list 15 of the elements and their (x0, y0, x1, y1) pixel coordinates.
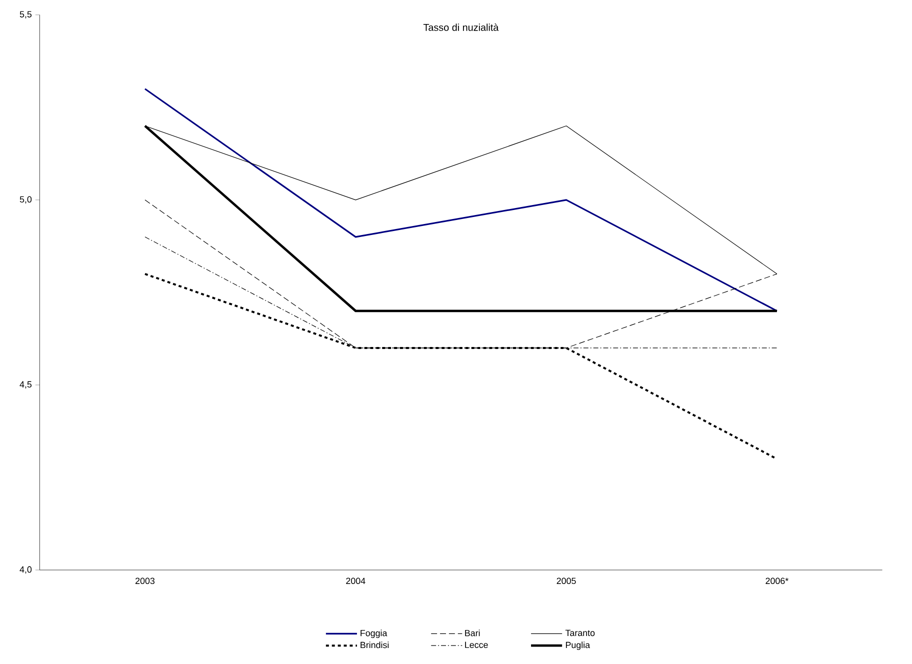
text: Tasso di nuzialità (423, 23, 499, 31)
legend-label: Lecce (465, 642, 488, 648)
legend-label: Bari (465, 630, 480, 636)
y-tick-label: 5,0 (20, 196, 32, 204)
y-tick-label: 4,5 (20, 381, 32, 389)
legend-label: Puglia (566, 642, 590, 650)
legend-label: Brindisi (360, 642, 389, 648)
x-tick-label: 2005 (556, 578, 576, 584)
y-tick-label: 5,5 (20, 11, 32, 18)
legend-label: Taranto (565, 630, 595, 636)
x-tick-label: 2006* (766, 578, 788, 584)
x-tick-label: 2004 (346, 578, 366, 584)
x-tick-label: 2003 (136, 578, 155, 584)
legend-label: Foggia (360, 630, 388, 638)
y-tick-label: 4,0 (20, 566, 32, 574)
